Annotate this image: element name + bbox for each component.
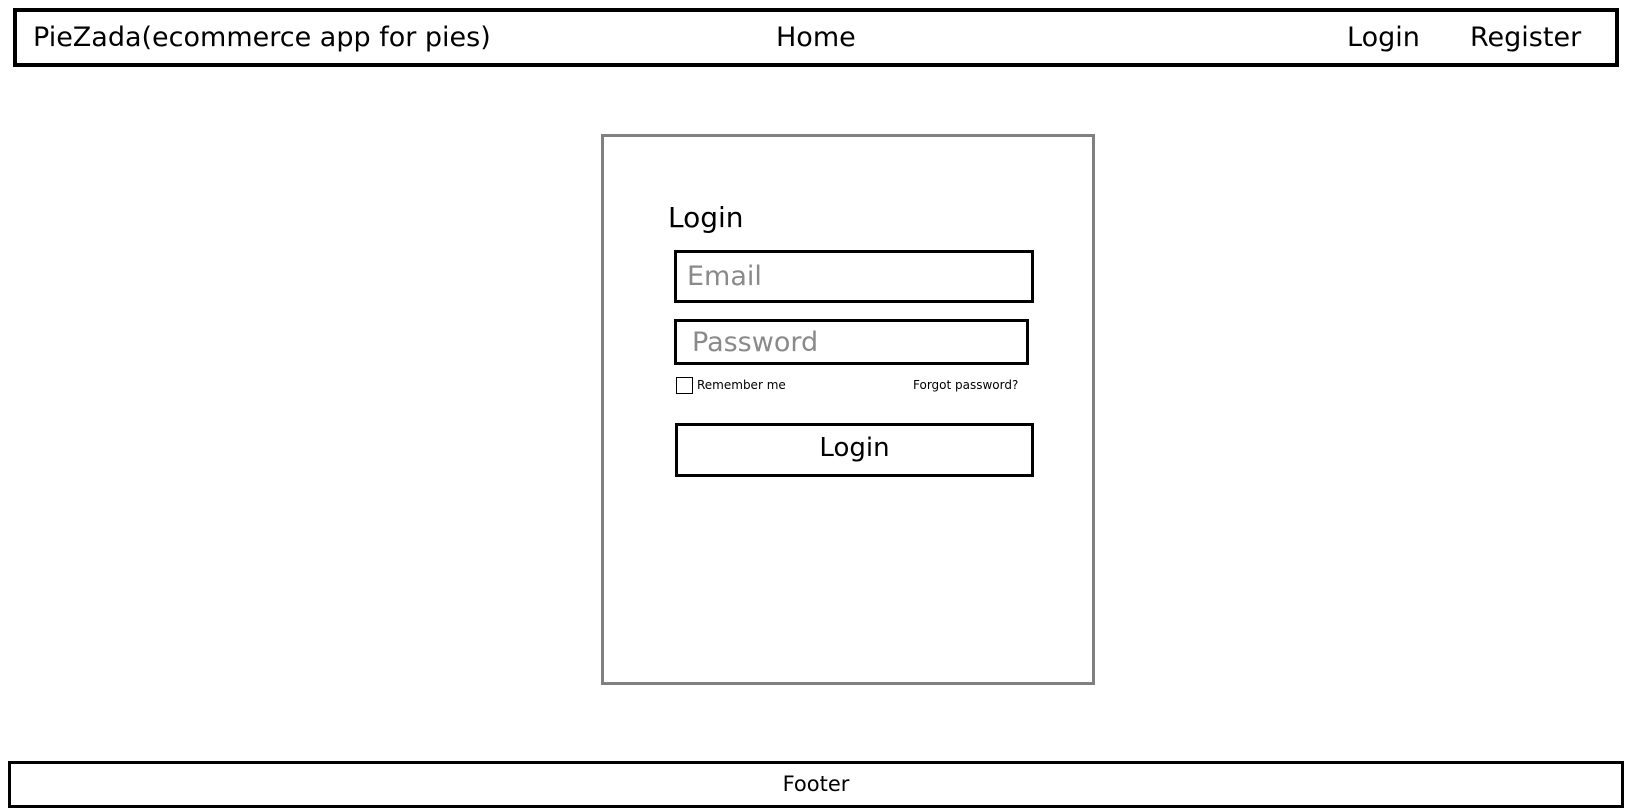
password-field[interactable] — [674, 319, 1029, 365]
navbar: PieZada(ecommerce app for pies) Home Log… — [13, 8, 1619, 67]
login-form-title: Login — [668, 201, 744, 234]
nav-link-login[interactable]: Login — [1347, 22, 1420, 53]
footer: Footer — [8, 761, 1624, 808]
brand-title: PieZada(ecommerce app for pies) — [33, 22, 491, 53]
email-field[interactable] — [674, 250, 1034, 303]
login-submit-button[interactable]: Login — [675, 423, 1034, 477]
remember-me-checkbox[interactable] — [676, 377, 693, 394]
nav-link-register[interactable]: Register — [1470, 22, 1582, 53]
forgot-password-link[interactable]: Forgot password? — [913, 378, 1019, 392]
login-card — [601, 134, 1095, 685]
nav-link-home[interactable]: Home — [776, 22, 856, 53]
remember-me-label: Remember me — [697, 378, 786, 392]
